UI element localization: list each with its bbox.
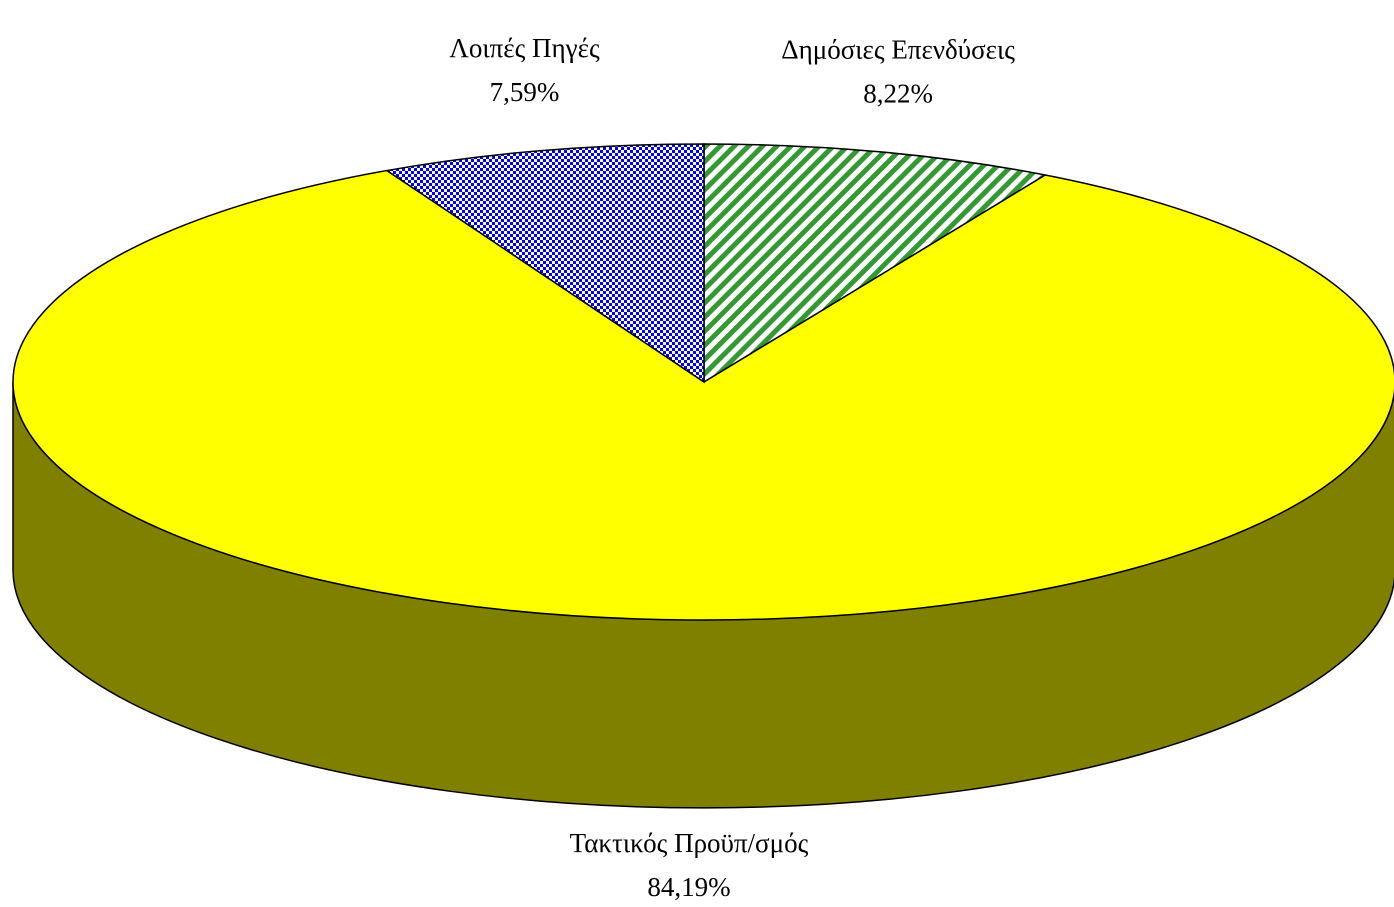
slice-label: Τακτικός Προϋπ/σμός — [570, 828, 809, 858]
pie-slice — [384, 143, 705, 384]
slice-value-label: 8,22% — [863, 79, 933, 109]
slice-label: Λοιπές Πηγές — [449, 33, 600, 63]
slice-value-label: 84,19% — [647, 872, 730, 902]
slice-label: Δημόσιες Επενδύσεις — [781, 35, 1015, 65]
pie-slice — [12, 169, 1394, 621]
pie-slice — [703, 143, 1048, 384]
slice-value-label: 7,59% — [490, 77, 560, 107]
